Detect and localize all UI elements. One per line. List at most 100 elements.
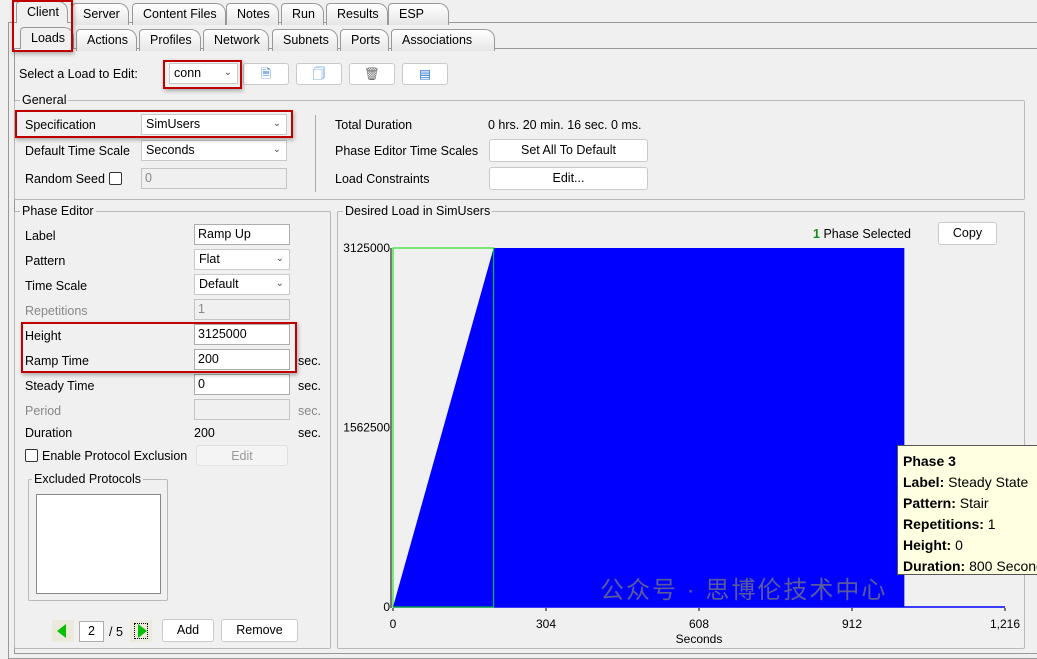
ramp-time-field[interactable]: 200	[194, 349, 290, 370]
prev-phase-button[interactable]	[52, 620, 74, 642]
tooltip-key: Duration:	[903, 558, 966, 574]
general-group: General	[14, 93, 1025, 200]
ramp-time-label: Ramp Time	[25, 354, 89, 368]
height-label: Height	[25, 329, 62, 343]
delete-icon: 🗑	[364, 67, 380, 81]
x-tick-label: 1,216	[990, 617, 1020, 631]
tab-loads[interactable]: Loads	[20, 27, 75, 49]
label-field[interactable]: Ramp Up	[194, 224, 290, 245]
tab-notes[interactable]: Notes	[226, 3, 279, 25]
time-scale-select[interactable]: Seconds ⌄	[141, 140, 287, 161]
general-title: General	[20, 93, 69, 107]
tooltip-key: Repetitions:	[903, 516, 984, 532]
chevron-down-icon: ⌄	[272, 118, 281, 129]
tab-associations[interactable]: Associations	[391, 29, 496, 51]
phase-tooltip: Phase 3 Label: Steady State Pattern: Sta…	[897, 445, 1037, 575]
steady-unit: sec.	[298, 379, 321, 393]
duration-value: 200	[194, 426, 215, 440]
load-select-label: Select a Load to Edit:	[19, 67, 138, 81]
tab-results[interactable]: Results	[326, 3, 388, 25]
x-tick-label: 0	[390, 617, 397, 631]
tab-esp[interactable]: ESP	[388, 3, 450, 25]
duration-label: Duration	[25, 426, 73, 440]
selected-text: Phase Selected	[823, 227, 911, 241]
add-phase-button[interactable]: Add	[162, 619, 214, 642]
tooltip-value: 800 Seconds	[969, 558, 1037, 574]
protocol-exclusion-label: Enable Protocol Exclusion	[42, 449, 188, 463]
phase-editor-title: Phase Editor	[20, 204, 96, 218]
excluded-protocols-list[interactable]	[36, 494, 161, 594]
load-select-value: conn	[174, 66, 202, 80]
selected-count: 1	[813, 227, 820, 241]
y-tick-label: 1562500	[343, 421, 390, 435]
x-tick-label: 912	[842, 617, 862, 631]
pattern-value: Flat	[199, 252, 220, 266]
tooltip-key: Pattern:	[903, 495, 956, 511]
time-scale-value: Seconds	[146, 143, 195, 157]
copy-load-button[interactable]: 🗍	[296, 63, 342, 85]
pattern-select[interactable]: Flat ⌄	[194, 249, 290, 270]
tab-run[interactable]: Run	[281, 3, 324, 25]
tooltip-value: Steady State	[948, 474, 1029, 490]
random-seed-checkbox[interactable]	[109, 172, 122, 185]
arrow-left-icon	[57, 624, 66, 638]
protocol-exclusion-checkbox[interactable]	[25, 449, 38, 462]
x-tick-label: 304	[536, 617, 556, 631]
period-unit: sec.	[298, 404, 321, 418]
y-tick-label: 3125000	[343, 241, 390, 255]
watermark: 公众号 · 思博伦技术中心	[600, 577, 888, 604]
copy-chart-button[interactable]: Copy	[938, 222, 997, 245]
rename-load-button[interactable]: ▤	[402, 63, 448, 85]
specification-select[interactable]: SimUsers ⌄	[141, 114, 287, 135]
tab-client[interactable]: Client	[16, 1, 68, 23]
height-field[interactable]: 3125000	[194, 324, 290, 345]
new-load-button[interactable]: 🗎	[243, 63, 289, 85]
next-phase-button[interactable]	[130, 620, 152, 642]
period-field[interactable]	[194, 399, 290, 420]
tooltip-value: Stair	[959, 495, 989, 511]
rename-icon: ▤	[419, 67, 431, 81]
new-load-icon: 🗎	[260, 67, 272, 81]
load-constraints-edit-button[interactable]: Edit...	[489, 167, 648, 190]
set-all-default-button[interactable]: Set All To Default	[489, 139, 648, 162]
tooltip-key: Height:	[903, 537, 952, 553]
random-seed-field[interactable]: 0	[141, 168, 287, 189]
phase-editor-group: Phase Editor	[14, 204, 331, 649]
tab-subnets[interactable]: Subnets	[272, 29, 338, 51]
tab-server[interactable]: Server	[72, 3, 129, 25]
arrow-right-icon	[134, 623, 148, 639]
load-constraints-label: Load Constraints	[335, 172, 430, 186]
chevron-down-icon: ⌄	[272, 144, 281, 155]
specification-label: Specification	[25, 118, 96, 132]
delete-load-button[interactable]: 🗑	[349, 63, 395, 85]
tab-profiles[interactable]: Profiles	[139, 29, 201, 51]
remove-phase-button[interactable]: Remove	[221, 619, 298, 642]
chevron-down-icon: ⌄	[275, 278, 284, 289]
steady-time-field[interactable]: 0	[194, 374, 290, 395]
chart-title: Desired Load in SimUsers	[343, 204, 493, 218]
label-label: Label	[25, 229, 56, 243]
duration-unit: sec.	[298, 426, 321, 440]
chart-group: Desired Load in SimUsers	[337, 204, 1025, 649]
pattern-label: Pattern	[25, 254, 66, 268]
tab-content-files[interactable]: Content Files	[132, 3, 226, 25]
phase-number-field[interactable]: 2	[79, 621, 104, 642]
total-duration-label: Total Duration	[335, 118, 413, 132]
tab-ports[interactable]: Ports	[340, 29, 390, 51]
chevron-down-icon: ⌄	[223, 67, 232, 78]
tooltip-title: Phase 3	[903, 453, 956, 469]
phase-time-scale-select[interactable]: Default ⌄	[194, 274, 290, 295]
exclusion-edit-button: Edit	[196, 445, 288, 466]
tab-network[interactable]: Network	[203, 29, 269, 51]
period-label: Period	[25, 404, 62, 418]
repetitions-field[interactable]: 1	[194, 299, 290, 320]
tooltip-key: Label:	[903, 474, 945, 490]
random-seed-label: Random Seed	[25, 172, 105, 186]
load-area	[393, 248, 1005, 607]
selected-phase-outline	[392, 247, 495, 608]
tab-actions[interactable]: Actions	[76, 29, 137, 51]
load-select[interactable]: conn ⌄	[169, 63, 238, 84]
copy-load-icon: 🗍	[312, 67, 326, 81]
phase-total: / 5	[109, 625, 123, 639]
